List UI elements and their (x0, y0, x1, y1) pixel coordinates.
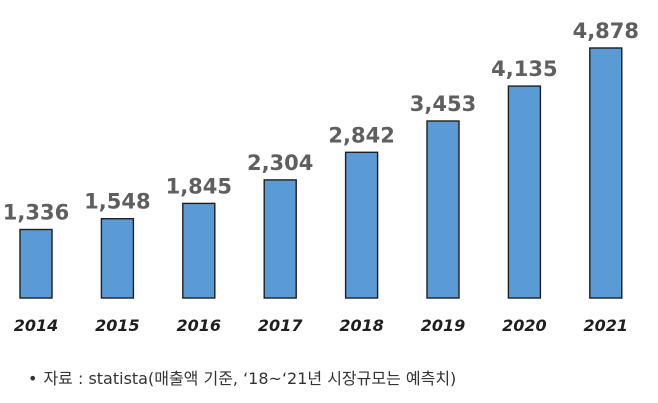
bar-2019 (426, 120, 460, 299)
x-tick-label-2020: 2020 (502, 316, 547, 335)
x-tick-label-2018: 2018 (339, 316, 384, 335)
x-tick-label-2019: 2019 (421, 316, 466, 335)
x-tick-label-2015: 2015 (95, 316, 140, 335)
bar-2017 (263, 179, 297, 299)
bar-2018 (344, 151, 379, 299)
footnote-bullet: • (28, 369, 38, 388)
footnote-text: 자료 : statista(매출액 기준, ‘18~‘21년 시장규모는 예측치… (43, 369, 457, 388)
source-footnote: • 자료 : statista(매출액 기준, ‘18~‘21년 시장규모는 예측… (28, 365, 456, 389)
value-label-2016: 1,845 (166, 174, 232, 198)
bar-2014 (19, 228, 53, 299)
bar-2015 (100, 217, 135, 299)
value-label-2020: 4,135 (491, 57, 557, 81)
value-label-2019: 3,453 (410, 92, 476, 116)
x-tick-label-2017: 2017 (258, 316, 303, 335)
x-tick-label-2014: 2014 (14, 316, 59, 335)
value-label-2015: 1,548 (84, 190, 150, 214)
value-label-2021: 4,878 (573, 19, 639, 43)
x-tick-label-2016: 2016 (177, 316, 222, 335)
x-tick-label-2021: 2021 (584, 316, 629, 335)
bar-chart: 1,336 1,548 1,845 2,304 2,842 3,453 4,135 4,878… (3, 19, 639, 335)
bar-2020 (507, 85, 542, 299)
value-label-2018: 2,842 (328, 123, 394, 147)
bar-2021 (589, 47, 623, 299)
x-tick-labels-group: 2014 2015 2016 2017 2018 2019 2020 2021 (14, 316, 628, 335)
bars-group (19, 47, 623, 299)
value-label-2014: 1,336 (3, 201, 69, 225)
value-label-2017: 2,304 (247, 151, 313, 175)
value-labels-group: 1,336 1,548 1,845 2,304 2,842 3,453 4,135 4,878 (3, 19, 639, 225)
bar-2016 (182, 202, 216, 299)
